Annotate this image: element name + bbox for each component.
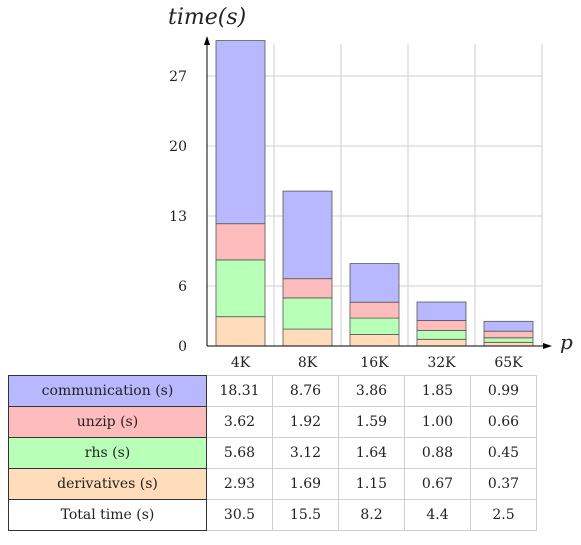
- table-row: derivatives (s) 2.93 1.69 1.15 0.67 0.37: [8, 468, 537, 500]
- data-table: communication (s) 18.31 8.76 3.86 1.85 0.99 un…: [8, 375, 537, 531]
- bar-8K-series-3: [282, 190, 333, 280]
- table-row: communication (s) 18.31 8.76 3.86 1.85 0.99: [8, 375, 537, 407]
- tick-labels: 0 6 13 20 27 4K 8K 16K 32K 65K: [169, 69, 523, 371]
- bar-16K-series-0: [349, 334, 400, 347]
- x-axis-label: p: [560, 330, 573, 354]
- bar-16K-series-3: [349, 263, 400, 303]
- table-cell: 8.76: [272, 375, 339, 407]
- table-cell: 30.5: [206, 499, 273, 531]
- table-cell: 1.92: [272, 406, 339, 438]
- bar-8K-series-0: [282, 328, 333, 347]
- x-axis-arrow: [543, 343, 552, 349]
- bar-32K-series-0: [416, 338, 467, 347]
- table-cell: 0.45: [470, 437, 537, 469]
- table-cell: 15.5: [272, 499, 339, 531]
- bar-4K-series-1: [215, 259, 266, 318]
- table-cell: 2.5: [470, 499, 537, 531]
- table-cell: 1.69: [272, 468, 339, 500]
- table-cell: 3.62: [206, 406, 273, 438]
- table-cell: 1.64: [338, 437, 405, 469]
- table-cell: 1.00: [404, 406, 471, 438]
- y-tick-label-4: 27: [169, 69, 187, 85]
- row-label: rhs (s): [8, 437, 207, 469]
- bar-32K-series-2: [416, 320, 467, 331]
- table-cell: 0.37: [470, 468, 537, 500]
- x-tick-label-2: 16K: [360, 355, 389, 371]
- x-tick-label-4: 65K: [494, 355, 523, 371]
- y-tick-label-0: 0: [178, 339, 187, 355]
- table-cell: 3.12: [272, 437, 339, 469]
- bar-4K-series-2: [215, 223, 266, 261]
- bar-32K-series-3: [416, 301, 467, 321]
- table-cell: 3.86: [338, 375, 405, 407]
- bar-65K-series-3: [483, 320, 534, 332]
- axes: [204, 36, 552, 349]
- table-row: rhs (s) 5.68 3.12 1.64 0.88 0.45: [8, 437, 537, 469]
- stacked-bar-chart: 0 6 13 20 27 4K 8K 16K 32K 65K time(s) p: [168, 5, 573, 371]
- y-axis-label: time(s): [168, 5, 246, 30]
- y-tick-label-1: 6: [178, 279, 187, 295]
- row-label: derivatives (s): [8, 468, 207, 500]
- y-tick-label-3: 20: [169, 139, 187, 155]
- table-cell: 2.93: [206, 468, 273, 500]
- table-cell: 8.2: [338, 499, 405, 531]
- bar-8K-series-1: [282, 297, 333, 330]
- bar-32K-series-1: [416, 330, 467, 340]
- bar-16K-series-2: [349, 301, 400, 319]
- table-row: Total time (s) 30.5 15.5 8.2 4.4 2.5: [8, 499, 537, 531]
- x-tick-label-1: 8K: [298, 355, 318, 371]
- bar-4K-series-3: [215, 40, 266, 225]
- row-label: Total time (s): [8, 499, 207, 531]
- table-cell: 1.15: [338, 468, 405, 500]
- row-label: communication (s): [8, 375, 207, 407]
- row-label: unzip (s): [8, 406, 207, 438]
- bar-4K-series-0: [215, 316, 266, 347]
- table-cell: 4.4: [404, 499, 471, 531]
- table-cell: 0.99: [470, 375, 537, 407]
- table-cell: 0.67: [404, 468, 471, 500]
- bar-16K-series-1: [349, 317, 400, 335]
- bar-65K-series-0: [483, 341, 534, 347]
- bar-65K-series-2: [483, 330, 534, 339]
- table-row: unzip (s) 3.62 1.92 1.59 1.00 0.66: [8, 406, 537, 438]
- x-tick-label-3: 32K: [427, 355, 456, 371]
- bar-65K-series-1: [483, 337, 534, 343]
- table-cell: 1.85: [404, 375, 471, 407]
- table-cell: 1.59: [338, 406, 405, 438]
- bar-8K-series-2: [282, 278, 333, 299]
- table-cell: 0.66: [470, 406, 537, 438]
- x-tick-label-0: 4K: [231, 355, 251, 371]
- table-cell: 5.68: [206, 437, 273, 469]
- bars: [215, 40, 534, 347]
- y-tick-label-2: 13: [169, 209, 187, 225]
- table-cell: 18.31: [206, 375, 273, 407]
- y-axis-arrow: [204, 36, 210, 45]
- table-cell: 0.88: [404, 437, 471, 469]
